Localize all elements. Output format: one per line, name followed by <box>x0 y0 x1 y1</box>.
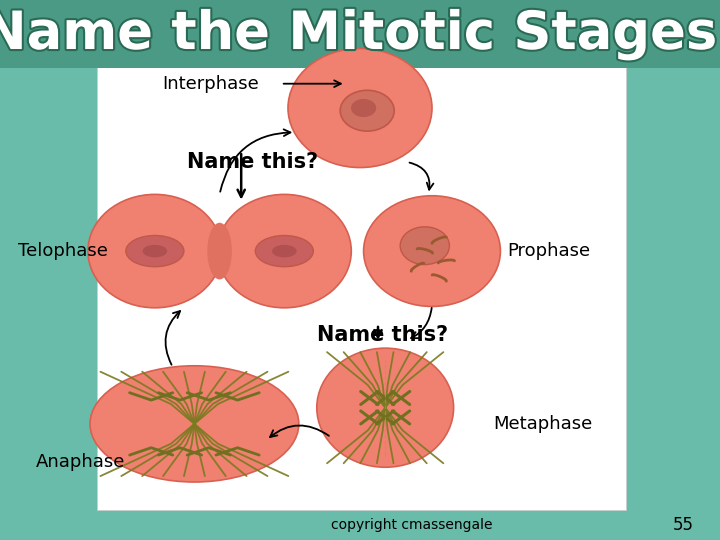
Text: Name this?: Name this? <box>187 152 318 172</box>
Text: Prophase: Prophase <box>508 242 590 260</box>
Ellipse shape <box>88 194 222 308</box>
Ellipse shape <box>340 90 395 131</box>
Ellipse shape <box>256 235 313 267</box>
Text: Anaphase: Anaphase <box>36 453 125 471</box>
Ellipse shape <box>288 49 432 167</box>
Text: Metaphase: Metaphase <box>493 415 593 433</box>
Ellipse shape <box>351 99 377 117</box>
Text: Telophase: Telophase <box>18 242 108 260</box>
Ellipse shape <box>126 235 184 267</box>
Ellipse shape <box>400 227 449 265</box>
Text: Name the Mitotic Stages:: Name the Mitotic Stages: <box>0 8 720 60</box>
Text: copyright cmassengale: copyright cmassengale <box>331 518 492 532</box>
Ellipse shape <box>90 366 299 482</box>
FancyBboxPatch shape <box>97 38 626 510</box>
Text: 55: 55 <box>673 516 694 534</box>
FancyBboxPatch shape <box>0 0 720 68</box>
Ellipse shape <box>207 222 232 280</box>
Ellipse shape <box>364 195 500 306</box>
Text: Name this?: Name this? <box>317 325 448 345</box>
Text: Interphase: Interphase <box>162 75 258 93</box>
Ellipse shape <box>143 245 167 258</box>
Ellipse shape <box>317 348 454 467</box>
Ellipse shape <box>217 194 351 308</box>
Ellipse shape <box>272 245 297 258</box>
